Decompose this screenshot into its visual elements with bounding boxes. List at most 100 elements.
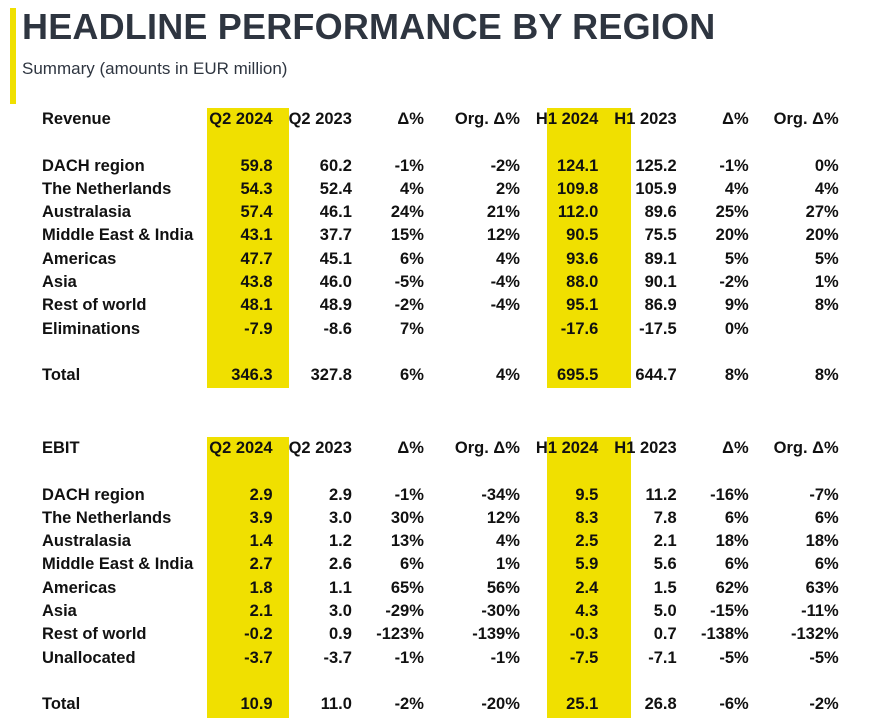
table-row: Unallocated -3.7 -3.7 -1% -1% -7.5 -7.1 -5% -5%: [34, 647, 847, 670]
ebit-q2-2024-highlight: [207, 437, 289, 718]
table-cell: 2.7: [249, 555, 273, 574]
table-cell: 1.1: [328, 578, 352, 597]
table-cell: Org. Δ%: [773, 439, 839, 457]
table-cell: 5%: [724, 249, 749, 268]
table-cell: 10.9: [240, 695, 273, 714]
table-cell: 0.9: [328, 625, 352, 644]
table-cell: Q2 2024: [209, 439, 273, 457]
table-cell: 1.8: [249, 578, 273, 597]
table-cell: 2%: [496, 179, 520, 198]
table-cell: 27%: [805, 203, 839, 222]
table-cell: 3.0: [328, 508, 352, 527]
table-cell: 20%: [715, 226, 749, 245]
header-row: Revenue Q2 2024 Q2 2023 Δ% Org. Δ% H1 2024 H1 …: [34, 108, 847, 131]
table-cell: -2%: [809, 695, 839, 714]
total-row: Total 10.9 11.0 -2% -20% 25.1 26.8 -6% -2%: [34, 693, 847, 716]
table-cell: -34%: [481, 485, 520, 504]
table-cell: 43.1: [240, 226, 273, 245]
table-cell: 5.6: [653, 555, 677, 574]
table-cell: 47.7: [240, 249, 273, 268]
row-label: Revenue: [42, 110, 111, 128]
table-cell: 93.6: [566, 249, 599, 268]
table-cell: -4%: [490, 273, 520, 292]
table-cell: 30%: [390, 508, 424, 527]
table-cell: Org. Δ%: [454, 439, 520, 457]
table-row: Middle East & India 2.7 2.6 6% 1% 5.9 5.6 6% 6%: [34, 553, 847, 576]
table-cell: 1%: [814, 273, 839, 292]
table-cell: -0.2: [244, 625, 273, 644]
table-cell: 95.1: [566, 296, 599, 315]
table-cell: 4%: [496, 366, 520, 385]
table-cell: 56%: [486, 578, 520, 597]
table-cell: 6%: [400, 366, 424, 385]
table-cell: -132%: [790, 625, 839, 644]
table-cell: -1%: [719, 156, 749, 175]
table-cell: 2.9: [249, 485, 273, 504]
table-cell: Δ%: [722, 110, 749, 128]
table-cell: 1.5: [653, 578, 677, 597]
table-cell: 2.6: [328, 555, 352, 574]
table-cell: -17.6: [560, 319, 599, 338]
table-cell: -3.7: [244, 648, 273, 667]
table-cell: 89.1: [644, 249, 677, 268]
table-cell: 6%: [814, 555, 839, 574]
table-row: Asia 2.1 3.0 -29% -30% 4.3 5.0 -15% -11%: [34, 600, 847, 623]
revenue-table: Revenue Q2 2024 Q2 2023 Δ% Org. Δ% H1 2024 H1 …: [34, 108, 847, 388]
table-cell: 90.5: [566, 226, 599, 245]
row-label: Australasia: [42, 203, 131, 222]
table-row: DACH region 59.8 60.2 -1% -2% 124.1 125.2 -1% 0%: [34, 155, 847, 178]
table-cell: 6%: [400, 249, 424, 268]
table-cell: 4%: [724, 179, 749, 198]
table-cell: 13%: [390, 532, 424, 551]
table-cell: 4%: [400, 179, 424, 198]
table-cell: 6%: [400, 555, 424, 574]
table-cell: 1.2: [328, 532, 352, 551]
table-cell: 7%: [400, 319, 424, 338]
table-cell: 59.8: [240, 156, 273, 175]
table-cell: 0.7: [653, 625, 677, 644]
table-cell: 65%: [390, 578, 424, 597]
table-row: The Netherlands 54.3 52.4 4% 2% 109.8 105.9 4% 4…: [34, 178, 847, 201]
table-cell: 112.0: [557, 203, 599, 222]
table-cell: 124.1: [557, 156, 599, 175]
spacer-row: [34, 341, 847, 364]
table-row: Middle East & India 43.1 37.7 15% 12% 90.5 75.…: [34, 224, 847, 247]
table-row: The Netherlands 3.9 3.0 30% 12% 8.3 7.8 6% 6%: [34, 507, 847, 530]
table-cell: 86.9: [644, 296, 677, 315]
row-label: The Netherlands: [42, 508, 172, 527]
table-cell: Q2 2023: [288, 439, 352, 457]
table-row: DACH region 2.9 2.9 -1% -34% 9.5 11.2 -16% -7%: [34, 484, 847, 507]
table-cell: 18%: [805, 532, 839, 551]
ebit-table: EBIT Q2 2024 Q2 2023 Δ% Org. Δ% H1 2024 H1 202…: [34, 437, 847, 717]
header-row: EBIT Q2 2024 Q2 2023 Δ% Org. Δ% H1 2024 H1 202…: [34, 437, 847, 460]
table-cell: 6%: [724, 555, 749, 574]
table-cell: -7%: [809, 485, 839, 504]
table-cell: 0%: [814, 156, 839, 175]
table-cell: 6%: [814, 508, 839, 527]
row-label: Total: [42, 366, 81, 385]
row-label: Eliminations: [42, 319, 141, 338]
row-label: Rest of world: [42, 625, 147, 644]
table-cell: Q2 2023: [288, 110, 352, 128]
table-cell: Q2 2024: [209, 110, 273, 128]
table-cell: 90.1: [644, 273, 677, 292]
row-label: DACH region: [42, 485, 145, 504]
table-cell: 62%: [715, 578, 749, 597]
row-label: Americas: [42, 249, 117, 268]
table-cell: 21%: [486, 203, 520, 222]
table-cell: 11.0: [320, 695, 352, 714]
table-cell: 45.1: [319, 249, 352, 268]
table-cell: 7.8: [653, 508, 677, 527]
table-cell: 5.9: [575, 555, 599, 574]
table-cell: -139%: [472, 625, 520, 644]
table-cell: -5%: [394, 273, 424, 292]
table-cell: H1 2023: [614, 110, 677, 128]
table-cell: -20%: [481, 695, 520, 714]
table-cell: 48.1: [240, 296, 273, 315]
table-cell: 8%: [814, 366, 839, 385]
table-cell: -11%: [801, 602, 839, 621]
table-cell: -29%: [385, 602, 424, 621]
table-cell: 4%: [814, 179, 839, 198]
table-cell: Δ%: [397, 110, 424, 128]
table-cell: Δ%: [397, 439, 424, 457]
